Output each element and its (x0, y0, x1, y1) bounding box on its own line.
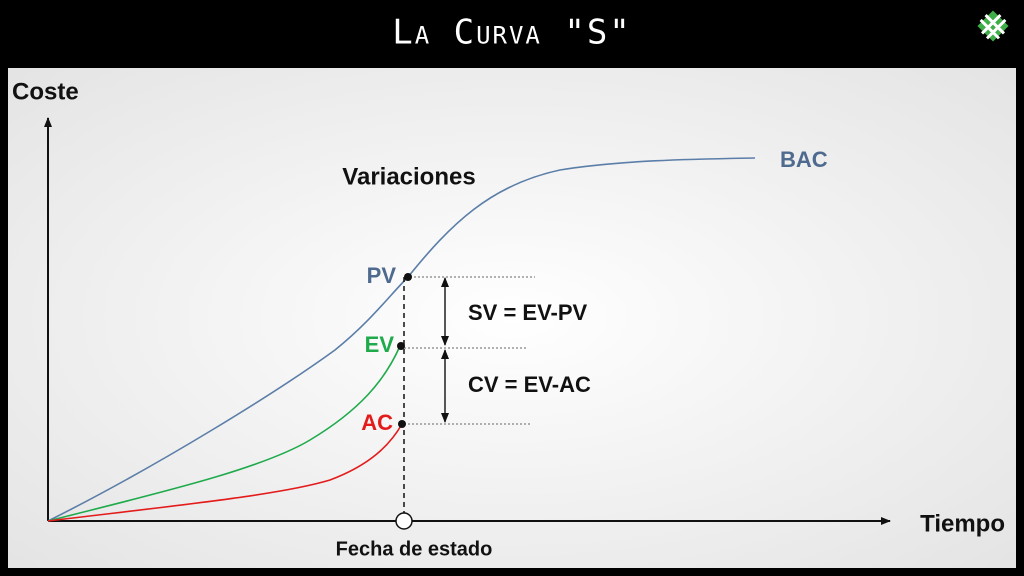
ev-label: EV (365, 332, 395, 357)
heading: Variaciones (342, 163, 475, 190)
pv-label: PV (367, 263, 397, 288)
title: La Curva "S" (392, 13, 632, 53)
status-marker (395, 512, 413, 530)
ev-point (397, 342, 405, 350)
sv-formula: SV = EV-PV (468, 300, 588, 325)
bac-label: BAC (780, 147, 828, 172)
y-axis-label: Coste (12, 78, 79, 105)
ev-curve (47, 345, 401, 522)
canvas (8, 68, 1016, 568)
ac-curve (47, 423, 403, 522)
cv-formula: CV = EV-AC (468, 372, 591, 397)
pv-point (404, 273, 412, 281)
ac-point (398, 420, 406, 428)
x-axis-label: Tiempo (920, 510, 1005, 537)
status-date-label: Fecha de estado (336, 538, 493, 560)
ac-label: AC (361, 410, 393, 435)
